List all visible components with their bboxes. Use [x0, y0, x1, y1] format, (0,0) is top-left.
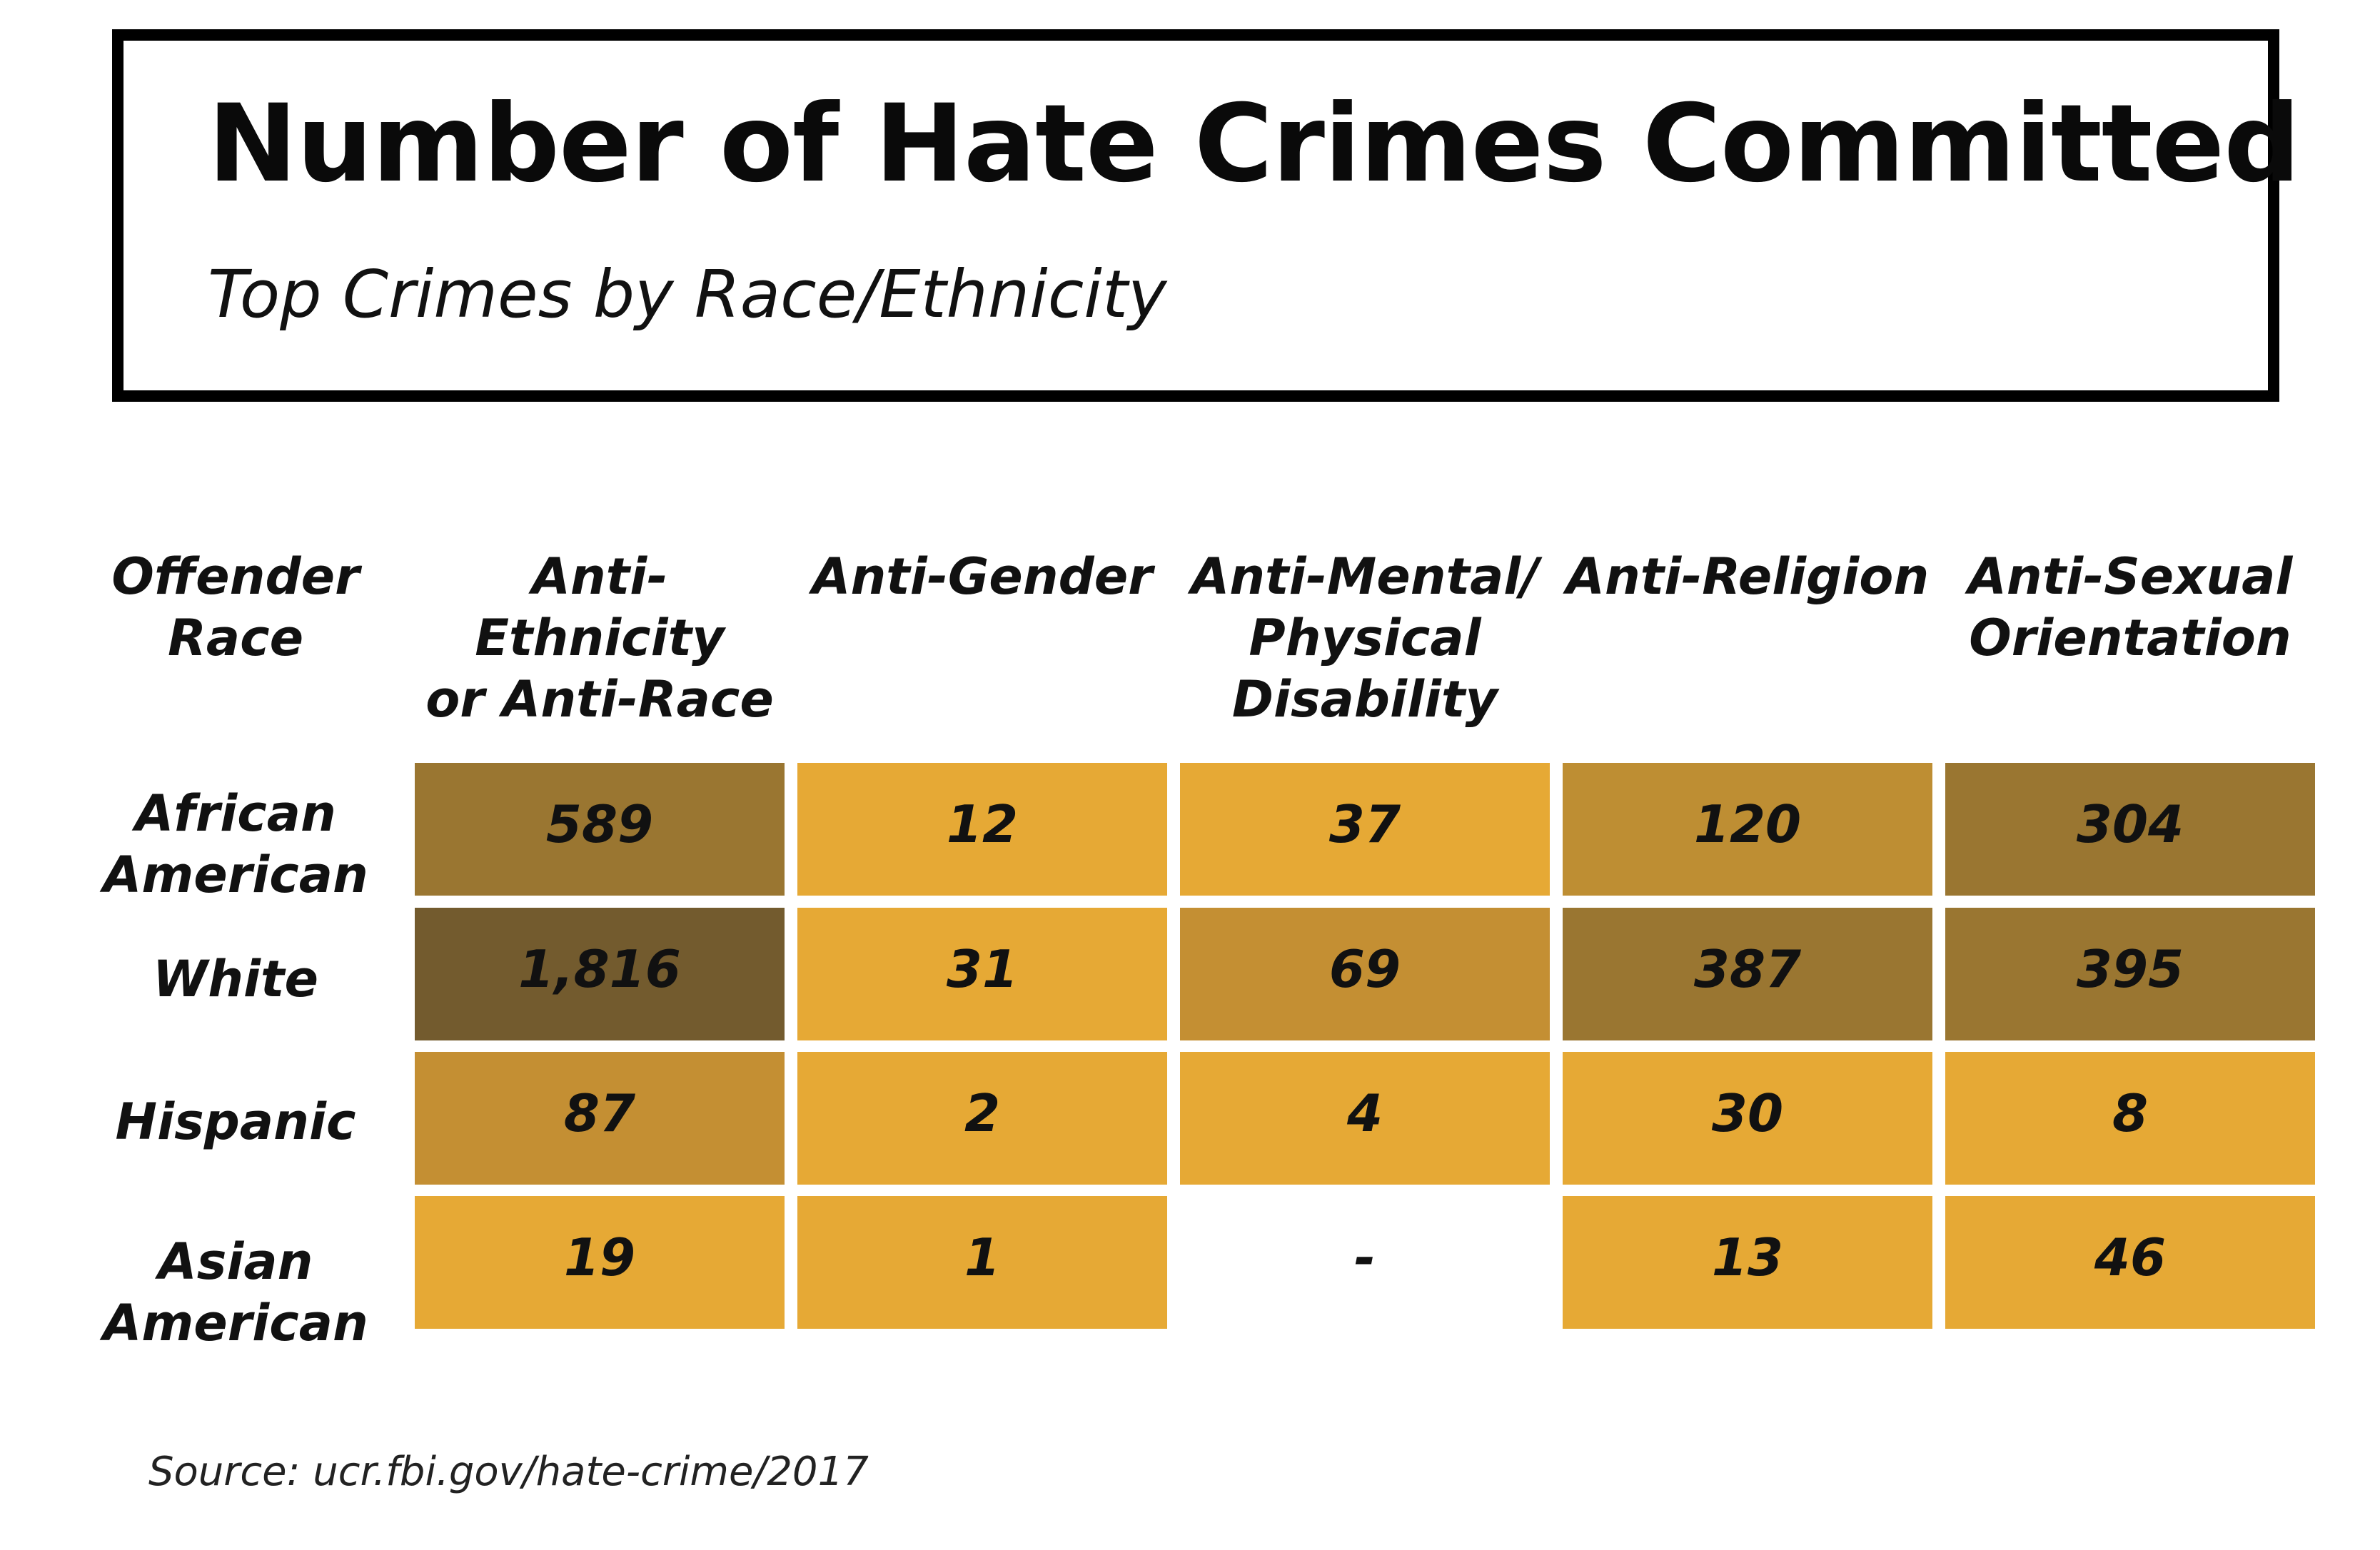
table-cell: 120	[1563, 763, 1932, 896]
table-cell: 13	[1563, 1196, 1932, 1329]
row-label: Hispanic	[115, 1093, 356, 1151]
table-cell: 19	[415, 1196, 785, 1329]
chart-subtitle: Top Crimes by Race/Ethnicity	[208, 256, 1167, 333]
table-cell: 12	[797, 763, 1167, 896]
table-cell: 589	[415, 763, 785, 896]
row-label: White	[153, 950, 318, 1008]
table-cell: 30	[1563, 1052, 1932, 1185]
table-cell: 8	[1945, 1052, 2315, 1185]
table-cell: 304	[1945, 763, 2315, 896]
table-cell: 1	[797, 1196, 1167, 1329]
table-cell: 395	[1945, 908, 2315, 1040]
row-label: African American	[103, 784, 368, 904]
column-header: Anti-Mental/ Physical Disability	[1191, 547, 1539, 729]
title-box: Number of Hate Crimes Committed Top Crim…	[112, 29, 2301, 402]
column-header: Anti-Ethnicity or Anti-Race	[425, 547, 774, 729]
column-header: Anti-Sexual Orientation	[1967, 547, 2293, 667]
column-header: Anti-Gender	[812, 547, 1153, 606]
column-header: Anti-Religion	[1565, 547, 1930, 606]
table-cell: 46	[1945, 1196, 2315, 1329]
chart-title: Number of Hate Crimes Committed	[208, 82, 2301, 206]
table-cell: 37	[1180, 763, 1550, 896]
table-cell: -	[1180, 1196, 1550, 1329]
row-label: Asian American	[103, 1232, 368, 1352]
table-cell: 1,816	[415, 908, 785, 1040]
table-cell: 69	[1180, 908, 1550, 1040]
row-header-label: Offender Race	[111, 547, 360, 667]
table-cell: 87	[415, 1052, 785, 1185]
table-cell: 2	[797, 1052, 1167, 1185]
table-cell: 387	[1563, 908, 1932, 1040]
table-cell: 4	[1180, 1052, 1550, 1185]
table-cell: 31	[797, 908, 1167, 1040]
source-note: Source: ucr.fbi.gov/hate-crime/2017	[148, 1449, 869, 1495]
